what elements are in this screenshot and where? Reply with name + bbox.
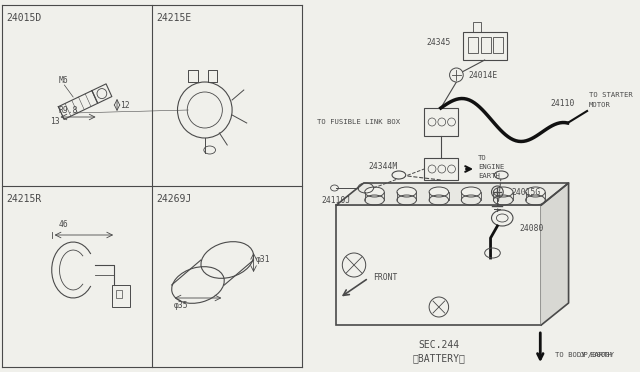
Text: JP/0000Y: JP/0000Y: [579, 352, 614, 358]
Ellipse shape: [525, 187, 545, 197]
Bar: [112, 285, 130, 307]
Text: 24215R: 24215R: [6, 194, 41, 204]
Ellipse shape: [493, 187, 513, 197]
Text: ENGINE: ENGINE: [478, 164, 504, 170]
Text: 24015G: 24015G: [511, 187, 540, 196]
Bar: [468, 37, 478, 53]
Text: 13: 13: [50, 117, 60, 126]
Ellipse shape: [429, 187, 449, 197]
Polygon shape: [541, 183, 568, 325]
Text: R9.8: R9.8: [58, 106, 78, 115]
Ellipse shape: [392, 171, 406, 179]
Text: TO FUSIBLE LINK BOX: TO FUSIBLE LINK BOX: [317, 119, 400, 125]
Text: φ35: φ35: [173, 301, 188, 310]
Text: 24014E: 24014E: [468, 71, 497, 80]
Text: FRONT: FRONT: [374, 273, 398, 282]
Text: TO BODY EARTH: TO BODY EARTH: [555, 352, 612, 358]
Text: 24015D: 24015D: [6, 13, 41, 23]
Bar: [337, 205, 541, 325]
Ellipse shape: [397, 187, 417, 197]
Text: TO: TO: [478, 155, 486, 161]
Text: 46: 46: [58, 220, 68, 229]
Text: 12: 12: [120, 100, 130, 109]
Ellipse shape: [461, 187, 481, 197]
Bar: [424, 108, 458, 136]
Text: EARTH: EARTH: [478, 173, 500, 179]
Ellipse shape: [495, 171, 508, 179]
Text: 24110: 24110: [550, 99, 575, 108]
Text: MOTOR: MOTOR: [589, 102, 611, 108]
Text: M6: M6: [58, 76, 68, 85]
Bar: [463, 32, 507, 60]
Text: （BATTERY）: （BATTERY）: [412, 353, 465, 363]
Text: TO STARTER: TO STARTER: [589, 92, 633, 98]
Text: 24080: 24080: [520, 224, 544, 232]
Text: 24215E: 24215E: [156, 13, 191, 23]
Text: 24345: 24345: [426, 38, 451, 46]
Text: SEC.244: SEC.244: [419, 340, 460, 350]
Text: 24269J: 24269J: [156, 194, 191, 204]
Bar: [473, 22, 481, 32]
Text: 24344M: 24344M: [369, 161, 398, 170]
Text: 24110J: 24110J: [322, 196, 351, 205]
Bar: [116, 290, 122, 298]
Text: φ31: φ31: [255, 256, 270, 264]
Bar: [481, 37, 490, 53]
Ellipse shape: [365, 187, 384, 197]
Polygon shape: [337, 183, 568, 205]
Bar: [493, 37, 503, 53]
Bar: [424, 158, 458, 180]
Circle shape: [449, 68, 463, 82]
